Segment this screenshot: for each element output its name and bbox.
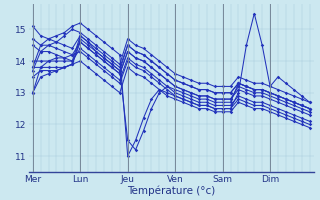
X-axis label: Température (°c): Température (°c) [127, 185, 215, 196]
